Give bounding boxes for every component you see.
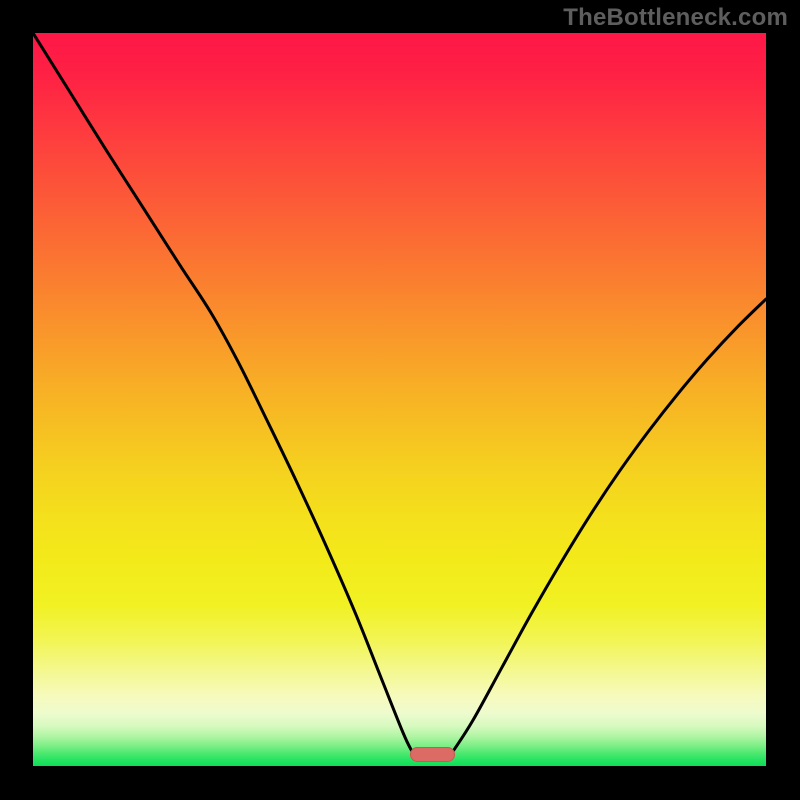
stage: TheBottleneck.com [0,0,800,800]
optimal-marker [410,747,455,762]
watermark-text: TheBottleneck.com [563,4,788,32]
bottleneck-curve [33,33,766,766]
curve-right [453,299,766,751]
plot-area [33,33,766,766]
curve-left [33,33,412,751]
